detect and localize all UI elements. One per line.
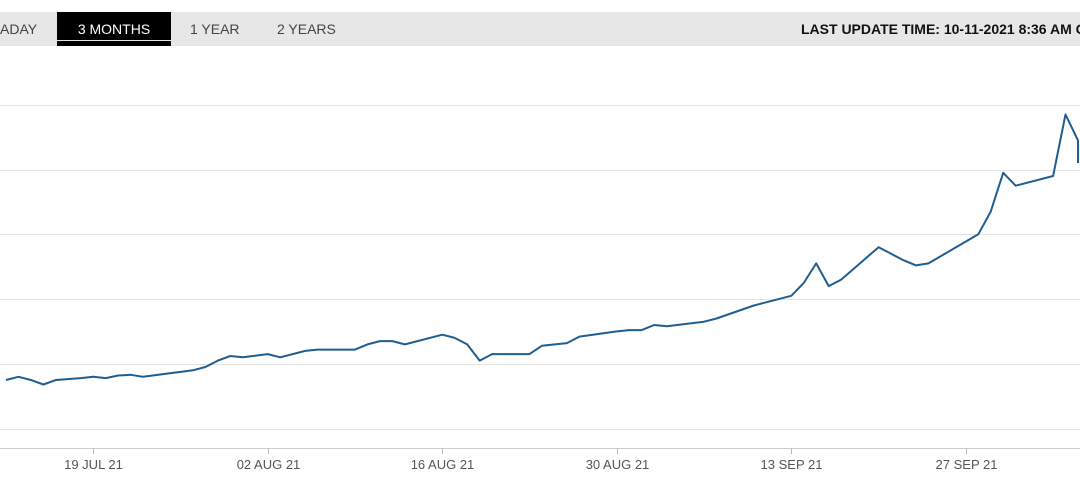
x-axis: 19 JUL 21 02 AUG 21 16 AUG 21 30 AUG 21 13 S…: [64, 448, 997, 472]
last-update-time: LAST UPDATE TIME: 10-11-2021 8:36 AM G: [801, 21, 1080, 37]
x-tick-label: 19 JUL 21: [64, 457, 123, 472]
series-layer: [5, 113, 1079, 386]
x-tick-label: 13 SEP 21: [761, 457, 823, 472]
series-line: [5, 113, 1079, 386]
tab-2-years[interactable]: 2 YEARS: [277, 21, 336, 37]
x-tick-label: 02 AUG 21: [237, 457, 301, 472]
grid-layer: [0, 40, 1080, 449]
x-tick-label: 16 AUG 21: [411, 457, 475, 472]
x-tick-label: 27 SEP 21: [936, 457, 998, 472]
x-tick-label: 30 AUG 21: [586, 457, 650, 472]
range-tab-bar: ADAY 3 MONTHS 1 YEAR 2 YEARS LAST UPDATE…: [0, 12, 1080, 46]
tab-aday[interactable]: ADAY: [0, 21, 38, 37]
tab-1-year[interactable]: 1 YEAR: [190, 21, 240, 37]
